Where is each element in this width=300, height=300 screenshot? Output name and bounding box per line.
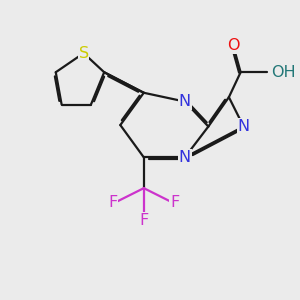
Text: N: N [179,150,191,165]
Text: O: O [227,38,239,53]
Text: F: F [139,213,148,228]
Text: F: F [108,195,118,210]
Text: OH: OH [272,65,296,80]
Text: F: F [170,195,179,210]
Text: N: N [238,119,250,134]
Text: N: N [179,94,191,109]
Text: S: S [79,46,89,61]
